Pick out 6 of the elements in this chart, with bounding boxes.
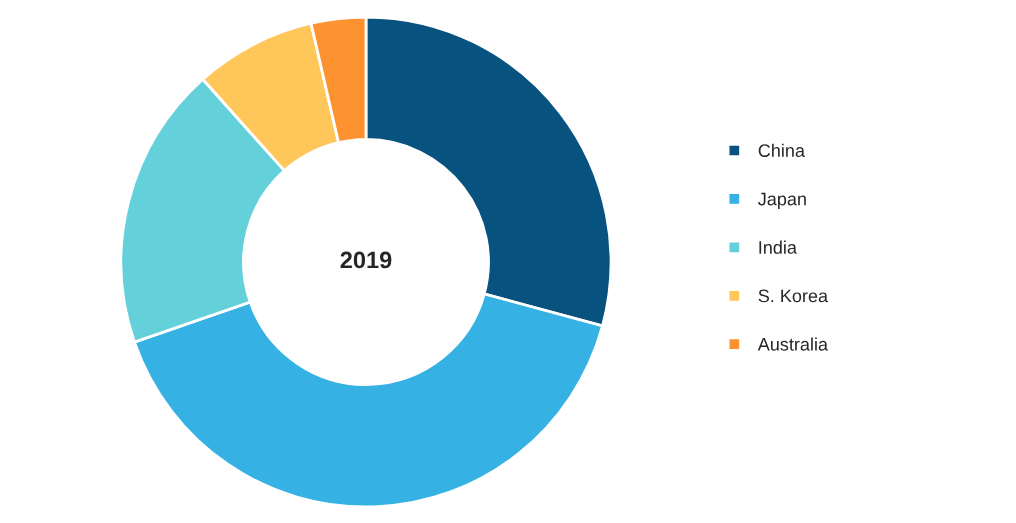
legend-label: China [758, 143, 805, 157]
legend-label: Japan [758, 192, 806, 209]
text: 2019 [340, 251, 392, 269]
legend-label: India [759, 240, 797, 254]
legend-label: Australia [757, 337, 829, 351]
legend-label: S. Korea [758, 289, 829, 303]
